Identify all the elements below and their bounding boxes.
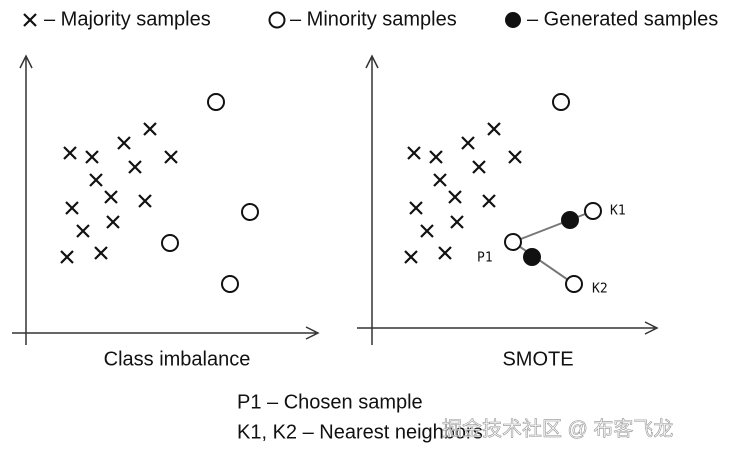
note: P1 – Chosen sample [237, 391, 423, 413]
neighbor-link [512, 241, 575, 285]
legend-dot [505, 12, 521, 28]
majority-point [60, 250, 74, 264]
majority-point [472, 160, 486, 174]
generated-point [561, 211, 579, 229]
majority-point [429, 150, 443, 164]
majority-point [461, 136, 475, 150]
panel-label: SMOTE [502, 348, 573, 370]
right-axes [357, 54, 659, 345]
watermark: 掘金技术社区 @ 布客飞龙 [442, 417, 673, 440]
majority-point [76, 224, 90, 238]
majority-point [138, 194, 152, 208]
minority-point [584, 202, 602, 220]
panel-label: Class imbalance [104, 348, 251, 370]
majority-point [407, 146, 421, 160]
legend-label: – Majority samples [44, 8, 211, 30]
majority-point [164, 150, 178, 164]
majority-point [106, 215, 120, 229]
minority-point [504, 233, 522, 251]
majority-point [117, 136, 131, 150]
point-label: K1 [610, 204, 626, 219]
axes [12, 54, 659, 345]
majority-point [438, 246, 452, 260]
point-label: P1 [477, 251, 493, 266]
majority-point [433, 173, 447, 187]
majority-point [65, 201, 79, 215]
minority-point [221, 275, 239, 293]
majority-point [508, 150, 522, 164]
majority-point [420, 224, 434, 238]
points [60, 93, 602, 293]
majority-point [128, 160, 142, 174]
majority-point [448, 190, 462, 204]
left-axes [12, 54, 320, 345]
minority-point [207, 93, 225, 111]
legend-label: – Generated samples [527, 8, 718, 30]
minority-point [552, 93, 570, 111]
majority-point [450, 215, 464, 229]
neighbor-link [512, 210, 594, 243]
majority-point [143, 122, 157, 136]
majority-point [85, 150, 99, 164]
majority-point [482, 194, 496, 208]
majority-point [89, 173, 103, 187]
majority-point [104, 190, 118, 204]
legend: – Majority samples – Minority samples – … [23, 8, 718, 30]
minority-point [241, 203, 259, 221]
legend-label: – Minority samples [290, 8, 457, 30]
point-label: K2 [592, 282, 608, 297]
legend-cross [23, 13, 37, 27]
majority-point [63, 146, 77, 160]
majority-point [409, 201, 423, 215]
majority-point [487, 122, 501, 136]
note: K1, K2 – Nearest neighbors [237, 421, 483, 443]
legend-circle [268, 11, 286, 29]
generated-point [523, 248, 541, 266]
majority-point [404, 250, 418, 264]
minority-point [565, 275, 583, 293]
minority-point [161, 234, 179, 252]
majority-point [94, 246, 108, 260]
